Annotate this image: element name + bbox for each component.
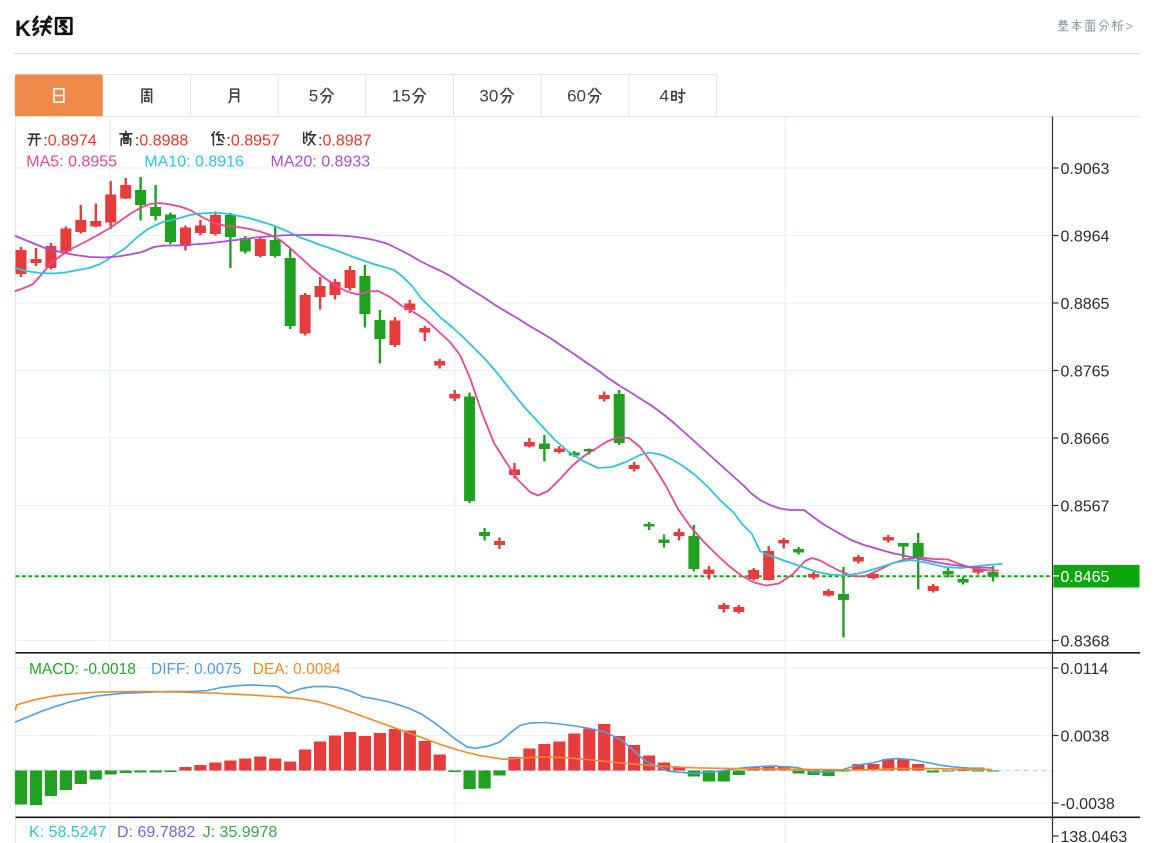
svg-text:0.8957: 0.8957 — [231, 133, 280, 150]
svg-text:DEA: 0.0084: DEA: 0.0084 — [253, 661, 341, 678]
svg-text:0.0038: 0.0038 — [1061, 728, 1110, 745]
svg-text:0.8368: 0.8368 — [1061, 633, 1110, 650]
svg-text:0.8988: 0.8988 — [139, 133, 188, 150]
svg-text:0.0114: 0.0114 — [1061, 661, 1109, 678]
svg-text:138.0463: 138.0463 — [1061, 829, 1128, 843]
svg-text:-0.0038: -0.0038 — [1061, 796, 1115, 813]
svg-text:>: > — [1126, 19, 1134, 34]
svg-text:0.9063: 0.9063 — [1061, 161, 1110, 178]
svg-text:0.8465: 0.8465 — [1061, 569, 1110, 586]
svg-text:0.8865: 0.8865 — [1061, 296, 1110, 313]
svg-text:MA5: 0.8955: MA5: 0.8955 — [26, 154, 117, 171]
svg-text:60: 60 — [567, 87, 586, 106]
svg-text:0.8666: 0.8666 — [1061, 431, 1110, 448]
svg-text:J: 35.9978: J: 35.9978 — [203, 824, 278, 841]
svg-text:0.8987: 0.8987 — [323, 133, 372, 150]
svg-text:DIFF: 0.0075: DIFF: 0.0075 — [151, 661, 241, 678]
svg-text:D: 69.7882: D: 69.7882 — [117, 824, 195, 841]
svg-text:MACD: -0.0018: MACD: -0.0018 — [29, 661, 136, 678]
svg-text:0.8567: 0.8567 — [1061, 498, 1110, 515]
svg-text:0.8765: 0.8765 — [1061, 363, 1110, 380]
svg-text:0.8964: 0.8964 — [1061, 228, 1110, 245]
svg-text::: : — [135, 133, 139, 150]
svg-text:MA20: 0.8933: MA20: 0.8933 — [271, 154, 371, 171]
svg-text::: : — [43, 133, 47, 150]
svg-text:K: K — [15, 16, 31, 41]
svg-text:30: 30 — [479, 87, 498, 106]
svg-text::: : — [318, 133, 322, 150]
svg-text:MA10: 0.8916: MA10: 0.8916 — [144, 154, 244, 171]
svg-text:0.8974: 0.8974 — [48, 133, 97, 150]
svg-text:5: 5 — [309, 87, 318, 106]
svg-text::: : — [226, 133, 230, 150]
svg-text:K: 58.5247: K: 58.5247 — [29, 824, 107, 841]
svg-text:15: 15 — [392, 87, 411, 106]
svg-text:4: 4 — [660, 87, 669, 106]
